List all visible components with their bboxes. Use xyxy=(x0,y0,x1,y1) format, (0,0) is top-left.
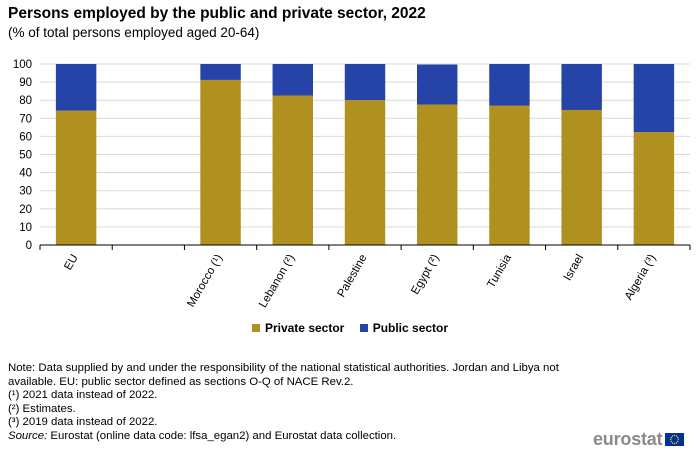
x-tick-label: Morocco (¹) xyxy=(185,252,225,309)
bar-chart: 0 10 20 30 40 50 60 70 80 90 100 EU Morocco (¹) Leban… xyxy=(13,59,691,310)
x-tick-label: Israel xyxy=(562,253,586,283)
legend-swatch-private xyxy=(251,324,260,332)
bar-private xyxy=(200,79,241,245)
y-tick-label: 60 xyxy=(19,131,32,143)
legend-label-public: Public sector xyxy=(372,321,449,335)
note-text: Note: Data supplied by and under the res… xyxy=(8,362,559,388)
x-tick-label: Tunisia xyxy=(485,252,514,290)
bar-private xyxy=(561,109,602,245)
legend-swatch-public xyxy=(359,324,368,332)
bar-private xyxy=(489,105,530,245)
legend-label-private: Private sector xyxy=(264,321,345,335)
chart-subtitle: (% of total persons employed aged 20-64) xyxy=(8,25,260,40)
bar-public xyxy=(344,64,386,101)
x-tick-label: Egypt (²) xyxy=(409,252,442,296)
x-tick-label: EU xyxy=(62,253,80,273)
bar-private xyxy=(55,110,97,245)
x-tick-label: Algeria (³) xyxy=(623,252,659,302)
chart-legend: Private sector Public sector xyxy=(0,321,700,335)
bar-public xyxy=(561,64,602,110)
bar-private xyxy=(272,95,313,245)
footnote-2: (²) Estimates. xyxy=(8,402,76,415)
legend-item-public: Public sector xyxy=(359,321,449,335)
bar-private xyxy=(417,104,458,245)
footnote-3: (³) 2019 data instead of 2022. xyxy=(8,416,158,429)
y-tick-label: 0 xyxy=(26,240,32,252)
source-text: Eurostat (online data code: lfsa_egan2) … xyxy=(47,429,397,442)
chart-notes: Note: Data supplied by and under the res… xyxy=(8,362,568,444)
y-tick-label: 30 xyxy=(19,186,32,198)
bar-public xyxy=(55,64,97,111)
eurostat-logo: eurostat xyxy=(593,429,685,450)
x-tick-label: Lebanon (²) xyxy=(257,252,297,310)
legend-item-private: Private sector xyxy=(251,321,345,335)
source-line: Source: Eurostat (online data code: lfsa… xyxy=(8,430,568,444)
bar-public xyxy=(633,64,675,133)
y-tick-label: 10 xyxy=(19,222,32,234)
chart-title: Persons employed by the public and priva… xyxy=(8,5,426,22)
y-tick-label: 100 xyxy=(13,59,32,71)
logo-text: eurostat xyxy=(593,429,663,449)
bar-public xyxy=(200,64,241,80)
bar-private xyxy=(633,132,675,245)
y-tick-label: 80 xyxy=(19,95,32,107)
footnote-1: (¹) 2021 data instead of 2022. xyxy=(8,389,158,402)
bar-public xyxy=(417,64,458,105)
bar-public xyxy=(272,64,313,96)
y-tick-label: 90 xyxy=(19,77,32,89)
y-tick-label: 40 xyxy=(19,168,32,180)
eu-flag-icon xyxy=(665,433,685,446)
y-tick-label: 20 xyxy=(19,204,32,216)
bar-public xyxy=(489,64,530,106)
x-tick-label: Palestine xyxy=(336,253,370,300)
bar-private xyxy=(344,100,386,245)
y-tick-label: 70 xyxy=(19,113,32,125)
source-label: Source: xyxy=(8,429,48,442)
y-tick-label: 50 xyxy=(19,150,32,162)
